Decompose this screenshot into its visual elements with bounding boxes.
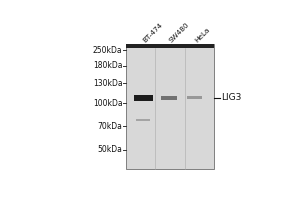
- Text: LIG3: LIG3: [221, 93, 242, 102]
- Text: 250kDa: 250kDa: [93, 46, 122, 55]
- Text: HeLa: HeLa: [193, 26, 211, 43]
- Bar: [187, 96, 202, 99]
- Bar: [160, 96, 177, 100]
- Bar: [136, 119, 150, 121]
- Text: 130kDa: 130kDa: [93, 79, 122, 88]
- Text: 180kDa: 180kDa: [93, 61, 122, 70]
- Bar: [134, 95, 153, 101]
- Text: BT-474: BT-474: [142, 21, 164, 43]
- Text: SW480: SW480: [168, 21, 190, 43]
- Text: 50kDa: 50kDa: [98, 145, 122, 154]
- Bar: [126, 44, 214, 169]
- Text: 70kDa: 70kDa: [98, 122, 122, 131]
- Bar: [126, 44, 214, 48]
- Text: 100kDa: 100kDa: [93, 99, 122, 108]
